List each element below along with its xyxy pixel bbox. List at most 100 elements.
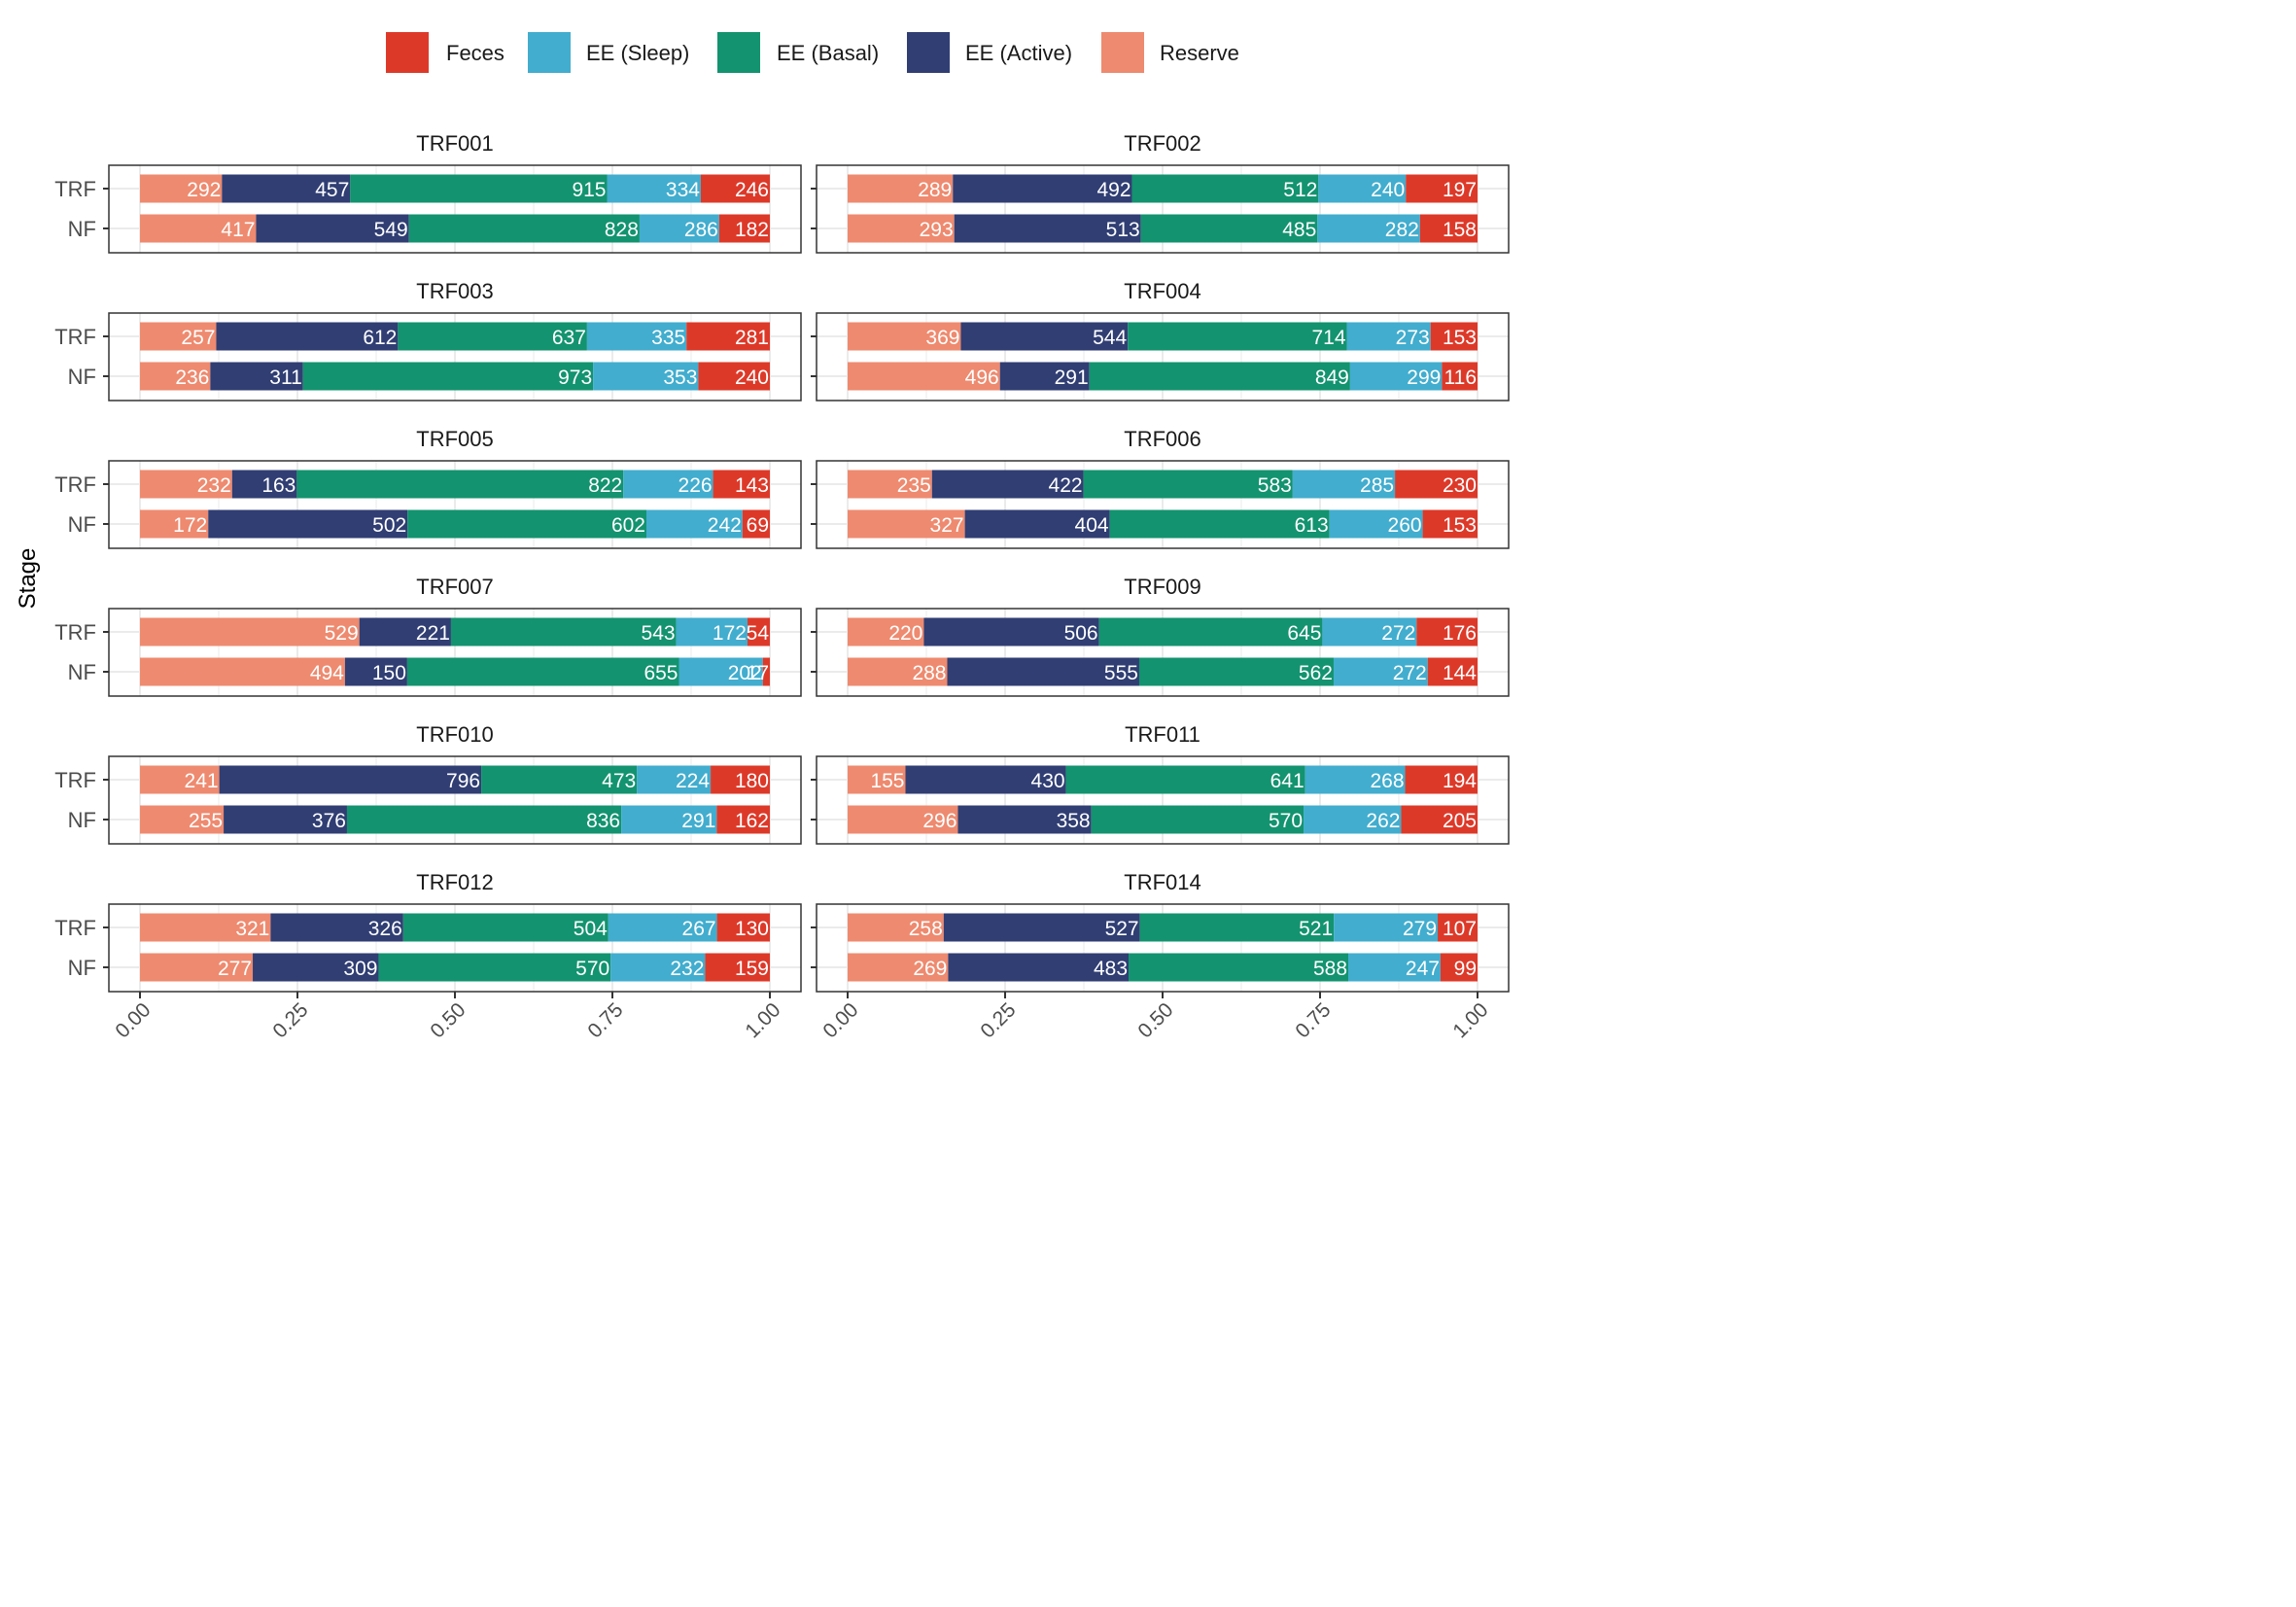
bar-trf: 289 492 512 240 197 xyxy=(848,174,1478,203)
bar-segment-feces xyxy=(1419,214,1478,243)
data-label: 281 xyxy=(735,327,769,349)
data-label: 240 xyxy=(1371,179,1405,201)
bar-segment-reserve xyxy=(140,913,271,942)
bar-nf: 327 404 613 260 153 xyxy=(848,509,1478,539)
panel-title: TRF009 xyxy=(1124,575,1200,599)
y-tick-label: NF xyxy=(68,217,96,241)
data-label: 267 xyxy=(682,918,716,940)
bar-nf: 296 358 570 262 205 xyxy=(848,805,1478,834)
bar-segment-ee-basal xyxy=(378,953,611,982)
y-tick-label: TRF xyxy=(54,620,96,645)
panel-title: TRF010 xyxy=(416,722,493,747)
data-label: 335 xyxy=(651,327,685,349)
data-label: 197 xyxy=(1443,179,1477,201)
bar-trf: 529 221 543 172 54 xyxy=(140,617,770,646)
data-label: 583 xyxy=(1258,474,1292,497)
bar-segment-reserve xyxy=(848,765,906,794)
bar-segment-feces xyxy=(1430,322,1478,351)
bar-segment-ee-active xyxy=(947,657,1139,686)
data-label: 641 xyxy=(1270,770,1305,792)
x-axis-2: 0.00 0.25 0.50 0.75 1.00 xyxy=(818,992,1493,1042)
panel-border xyxy=(816,312,1510,402)
bar-segment-ee-active xyxy=(253,953,379,982)
data-label: 485 xyxy=(1282,219,1316,241)
data-label: 291 xyxy=(681,810,715,832)
data-label: 570 xyxy=(1269,810,1303,832)
bar-segment-ee-sleep xyxy=(678,657,763,686)
legend-swatch-feces xyxy=(386,32,429,73)
legend-label-reserve: Reserve xyxy=(1160,41,1239,65)
data-label: 291 xyxy=(1055,367,1089,389)
data-label: 268 xyxy=(1370,770,1404,792)
bar-segment-reserve xyxy=(848,509,965,539)
data-label: 130 xyxy=(735,918,769,940)
bar-segment-ee-sleep xyxy=(1292,470,1396,499)
data-label: 527 xyxy=(1105,918,1139,940)
bar-segment-ee-basal xyxy=(1091,805,1305,834)
y-tick-label: TRF xyxy=(54,177,96,201)
data-label: 221 xyxy=(416,622,450,645)
bar-segment-feces xyxy=(747,617,770,646)
bar-segment-feces xyxy=(1405,765,1478,794)
data-label: 613 xyxy=(1295,514,1329,537)
data-label: 369 xyxy=(925,327,959,349)
legend-item-reserve: Reserve xyxy=(1101,32,1239,73)
data-label: 255 xyxy=(189,810,223,832)
bar-segment-ee-sleep xyxy=(1317,214,1420,243)
y-tick-label: NF xyxy=(68,808,96,832)
legend-swatch-ee-sleep xyxy=(528,32,571,73)
x-tick-label: 0.75 xyxy=(1291,998,1335,1042)
y-tick-label: NF xyxy=(68,660,96,684)
bar-segment-ee-basal xyxy=(481,765,638,794)
bar-segment-ee-basal xyxy=(346,805,622,834)
legend: Feces EE (Sleep) EE (Basal) EE (Active) Rese… xyxy=(386,32,1239,73)
bar-segment-ee-sleep xyxy=(586,322,687,351)
data-label: 502 xyxy=(372,514,406,537)
data-label: 430 xyxy=(1031,770,1065,792)
bar-segment-ee-active xyxy=(964,509,1110,539)
data-label: 292 xyxy=(187,179,221,201)
bar-segment-reserve xyxy=(140,617,360,646)
bar-segment-ee-sleep xyxy=(1349,362,1443,391)
data-label: 289 xyxy=(918,179,952,201)
data-label: 273 xyxy=(1396,327,1430,349)
data-label: 645 xyxy=(1287,622,1321,645)
data-label: 655 xyxy=(644,662,678,684)
bar-trf: 257 612 637 335 281 xyxy=(140,322,770,351)
data-label: 327 xyxy=(930,514,964,537)
bar-nf: 417 549 828 286 182 xyxy=(140,214,770,243)
data-label: 521 xyxy=(1299,918,1333,940)
data-label: 224 xyxy=(676,770,710,792)
bar-segment-reserve xyxy=(140,765,220,794)
faceted-stacked-bar-chart: Feces EE (Sleep) EE (Basal) EE (Active) Rese… xyxy=(15,32,1510,1042)
data-label: 116 xyxy=(1444,367,1477,389)
panel-trf001: TRF001 292 457 915 334 246 TRF 417 549 828 286 182 N… xyxy=(54,131,802,254)
data-label: 153 xyxy=(1443,327,1477,349)
data-label: 242 xyxy=(708,514,742,537)
panel-trf004: TRF004 369 544 714 273 153 496 291 849 299 116 xyxy=(811,279,1510,402)
panel-border xyxy=(108,312,802,402)
data-label: 277 xyxy=(218,958,252,980)
bar-segment-ee-basal xyxy=(1131,174,1319,203)
data-label: 496 xyxy=(965,367,999,389)
bar-segment-ee-sleep xyxy=(608,913,717,942)
y-tick-label: TRF xyxy=(54,472,96,497)
data-label: 492 xyxy=(1096,179,1131,201)
data-label: 473 xyxy=(602,770,636,792)
bar-trf: 321 326 504 267 130 xyxy=(140,913,770,942)
data-label: 162 xyxy=(735,810,769,832)
data-label: 247 xyxy=(1406,958,1440,980)
bar-segment-ee-active xyxy=(957,805,1092,834)
x-tick-label: 0.00 xyxy=(818,998,862,1042)
x-tick-label: 0.50 xyxy=(1133,998,1177,1042)
data-label: 246 xyxy=(735,179,769,201)
panel-title: TRF012 xyxy=(416,870,493,894)
x-tick-label: 0.75 xyxy=(583,998,627,1042)
bar-nf: 293 513 485 282 158 xyxy=(848,214,1478,243)
bar-segment-feces xyxy=(762,657,770,686)
data-label: 163 xyxy=(261,474,296,497)
legend-label-ee-sleep: EE (Sleep) xyxy=(586,41,689,65)
panel-title: TRF003 xyxy=(416,279,493,303)
data-label: 232 xyxy=(670,958,704,980)
